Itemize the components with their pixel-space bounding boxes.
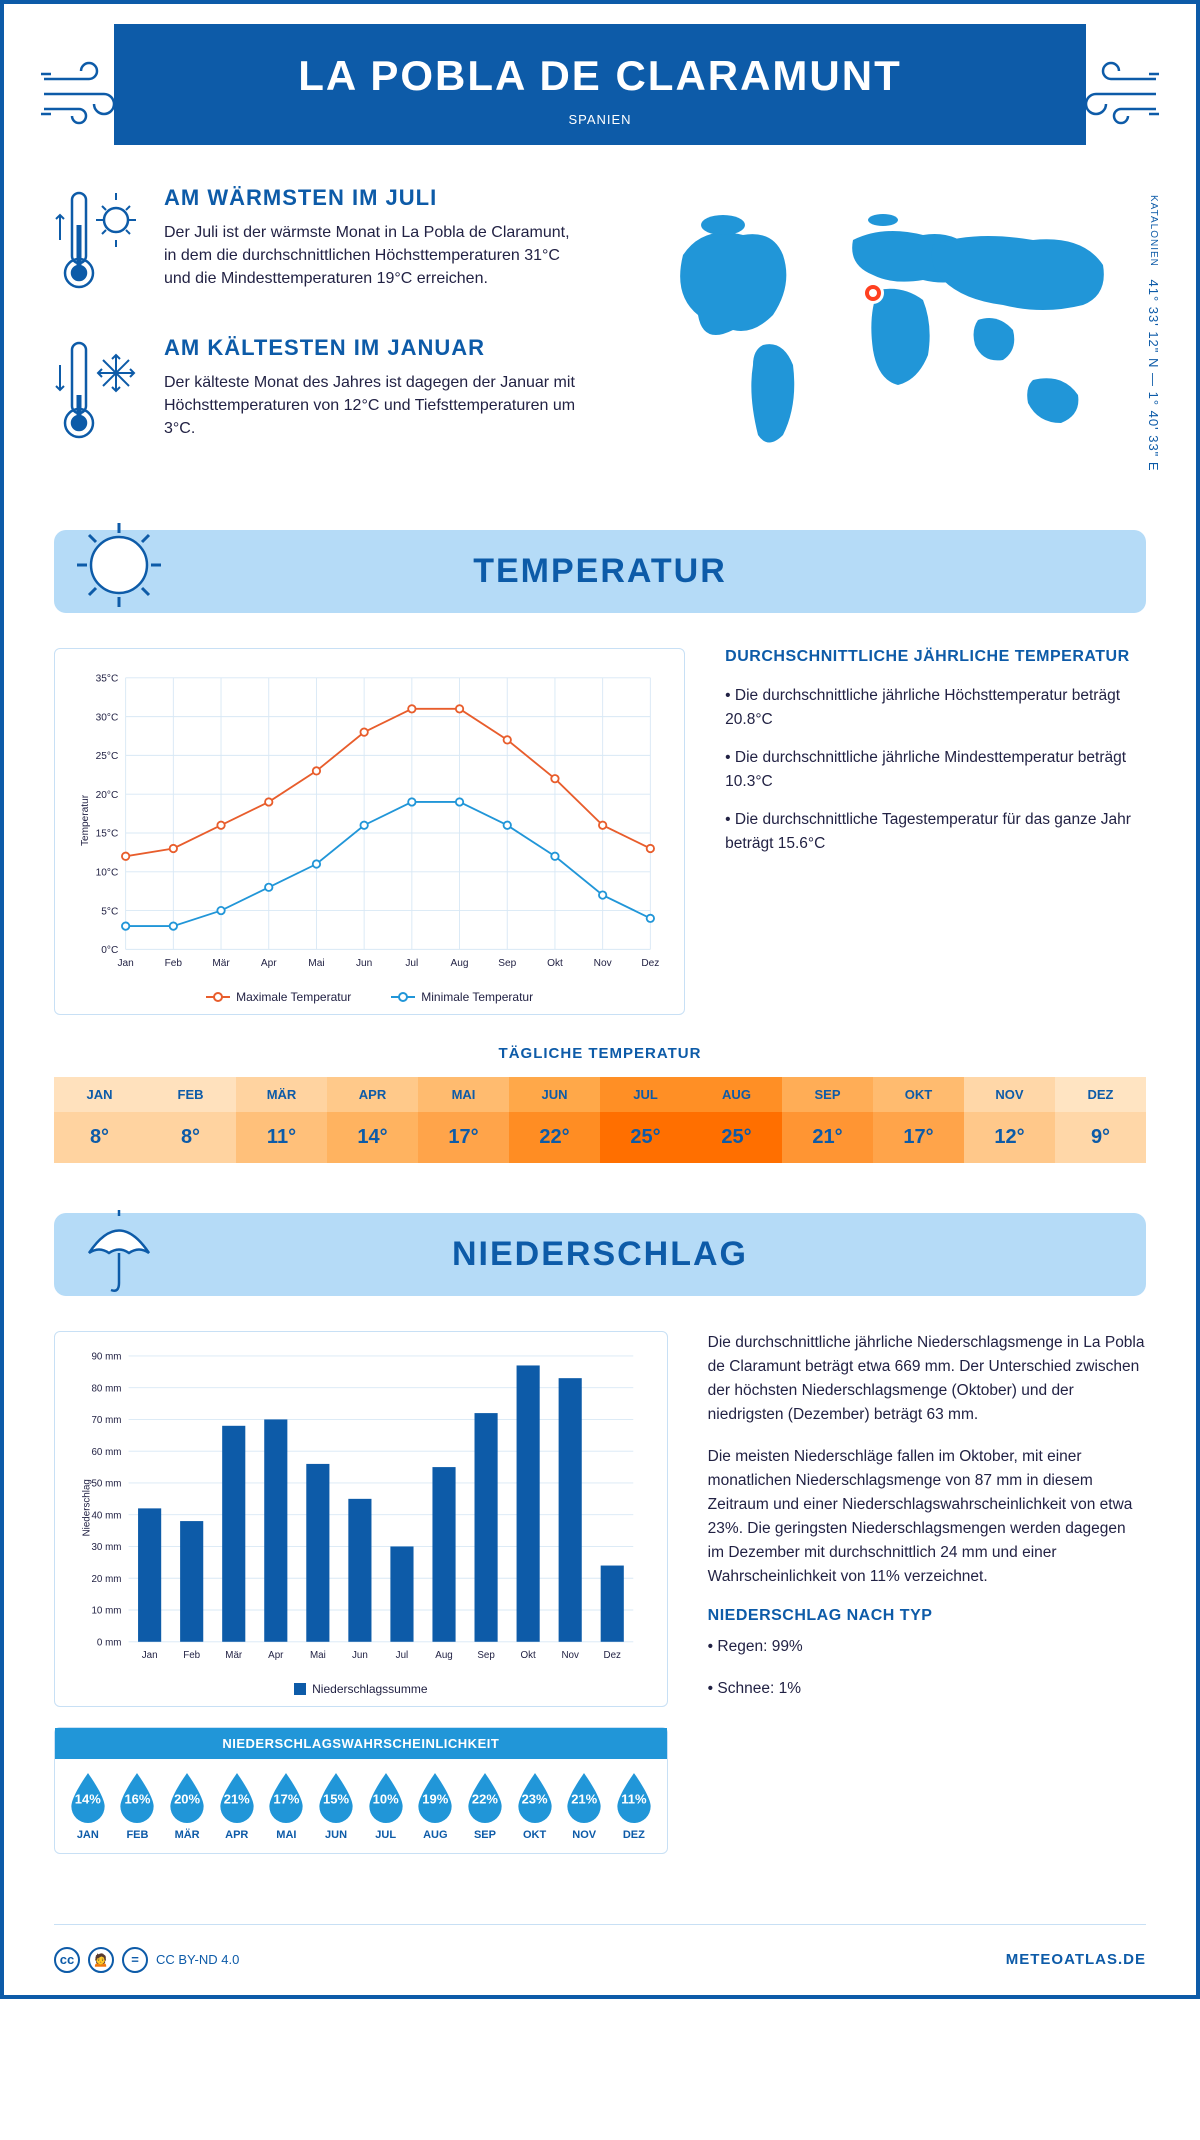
svg-text:Feb: Feb	[165, 958, 183, 969]
svg-text:Sep: Sep	[477, 1650, 495, 1661]
country: SPANIEN	[134, 112, 1066, 127]
chart-legend: Maximale Temperatur Minimale Temperatur	[75, 990, 664, 1004]
thermometer-snow-icon	[54, 335, 144, 450]
svg-text:Dez: Dez	[604, 1650, 622, 1661]
svg-text:Okt: Okt	[520, 1650, 536, 1661]
svg-text:30°C: 30°C	[96, 712, 119, 723]
svg-text:60 mm: 60 mm	[91, 1447, 121, 1458]
svg-text:Sep: Sep	[498, 958, 516, 969]
svg-text:Apr: Apr	[268, 1650, 284, 1661]
svg-text:90 mm: 90 mm	[91, 1351, 121, 1362]
title-banner: LA POBLA DE CLARAMUNT SPANIEN	[114, 24, 1086, 145]
svg-text:Okt: Okt	[547, 958, 563, 969]
section-temperature: TEMPERATUR	[54, 530, 1146, 613]
svg-text:20 mm: 20 mm	[91, 1574, 121, 1585]
section-precipitation: NIEDERSCHLAG	[54, 1213, 1146, 1296]
svg-text:30 mm: 30 mm	[91, 1542, 121, 1553]
cold-text: Der kälteste Monat des Jahres ist dagege…	[164, 371, 580, 441]
svg-text:35°C: 35°C	[96, 673, 119, 684]
temperature-chart: 0°C 5°C 10°C 15°C 20°C 25°C 30°C 35°C Jan Feb Mär A…	[54, 648, 685, 1015]
location-title: LA POBLA DE CLARAMUNT	[134, 52, 1066, 100]
svg-text:Jun: Jun	[356, 958, 372, 969]
svg-text:Dez: Dez	[641, 958, 659, 969]
svg-text:Jul: Jul	[396, 1650, 409, 1661]
license-text: CC BY-ND 4.0	[156, 1952, 239, 1967]
thermometer-sun-icon	[54, 185, 144, 300]
svg-text:Nov: Nov	[561, 1650, 579, 1661]
coordinates: KATALONIEN 41° 33' 12" N — 1° 40' 33" E	[1146, 195, 1161, 472]
svg-text:0 mm: 0 mm	[97, 1637, 122, 1648]
svg-text:Mär: Mär	[225, 1650, 243, 1661]
svg-text:10 mm: 10 mm	[91, 1606, 121, 1617]
svg-text:20°C: 20°C	[96, 790, 119, 801]
svg-text:25°C: 25°C	[96, 751, 119, 762]
footer: cc 🙍 = CC BY-ND 4.0 METEOATLAS.DE	[54, 1924, 1146, 1995]
svg-text:Mär: Mär	[212, 958, 230, 969]
world-map	[620, 185, 1146, 485]
cc-icon: cc	[54, 1947, 80, 1973]
svg-text:Aug: Aug	[451, 958, 469, 969]
sun-icon	[69, 515, 169, 615]
daily-temp-title: TÄGLICHE TEMPERATUR	[54, 1045, 1146, 1062]
warm-title: AM WÄRMSTEN IM JULI	[164, 185, 580, 211]
svg-text:Mai: Mai	[310, 1650, 326, 1661]
daily-temp-table: JAN8°FEB8°MÄR11°APR14°MAI17°JUN22°JUL25°…	[54, 1077, 1146, 1163]
svg-text:Jan: Jan	[117, 958, 133, 969]
svg-text:0°C: 0°C	[101, 945, 118, 956]
svg-text:Mai: Mai	[308, 958, 324, 969]
svg-text:Aug: Aug	[435, 1650, 452, 1661]
svg-text:Niederschlag: Niederschlag	[81, 1479, 92, 1536]
precipitation-probability: NIEDERSCHLAGSWAHRSCHEINLICHKEIT 14%JAN16…	[54, 1727, 668, 1854]
svg-text:50 mm: 50 mm	[91, 1479, 121, 1490]
temp-avg-title: DURCHSCHNITTLICHE JÄHRLICHE TEMPERATUR	[725, 648, 1146, 666]
nd-icon: =	[122, 1947, 148, 1973]
svg-text:40 mm: 40 mm	[91, 1510, 121, 1521]
by-icon: 🙍	[88, 1947, 114, 1973]
svg-text:Jan: Jan	[142, 1650, 158, 1661]
svg-text:Feb: Feb	[183, 1650, 200, 1661]
site-name: METEOATLAS.DE	[1006, 1951, 1146, 1968]
svg-text:Jun: Jun	[352, 1650, 368, 1661]
svg-text:5°C: 5°C	[101, 906, 118, 917]
warm-text: Der Juli ist der wärmste Monat in La Pob…	[164, 221, 580, 291]
svg-text:Apr: Apr	[261, 958, 277, 969]
svg-text:10°C: 10°C	[96, 867, 119, 878]
svg-text:15°C: 15°C	[96, 829, 119, 840]
svg-text:80 mm: 80 mm	[91, 1383, 121, 1394]
svg-text:Jul: Jul	[405, 958, 418, 969]
svg-text:Nov: Nov	[594, 958, 613, 969]
cold-title: AM KÄLTESTEN IM JANUAR	[164, 335, 580, 361]
svg-text:Temperatur: Temperatur	[80, 794, 91, 846]
svg-text:70 mm: 70 mm	[91, 1415, 121, 1426]
umbrella-icon	[69, 1198, 169, 1298]
precipitation-chart: 0 mm 10 mm 20 mm 30 mm 40 mm 50 mm 60 mm 70 mm 8…	[54, 1331, 668, 1707]
